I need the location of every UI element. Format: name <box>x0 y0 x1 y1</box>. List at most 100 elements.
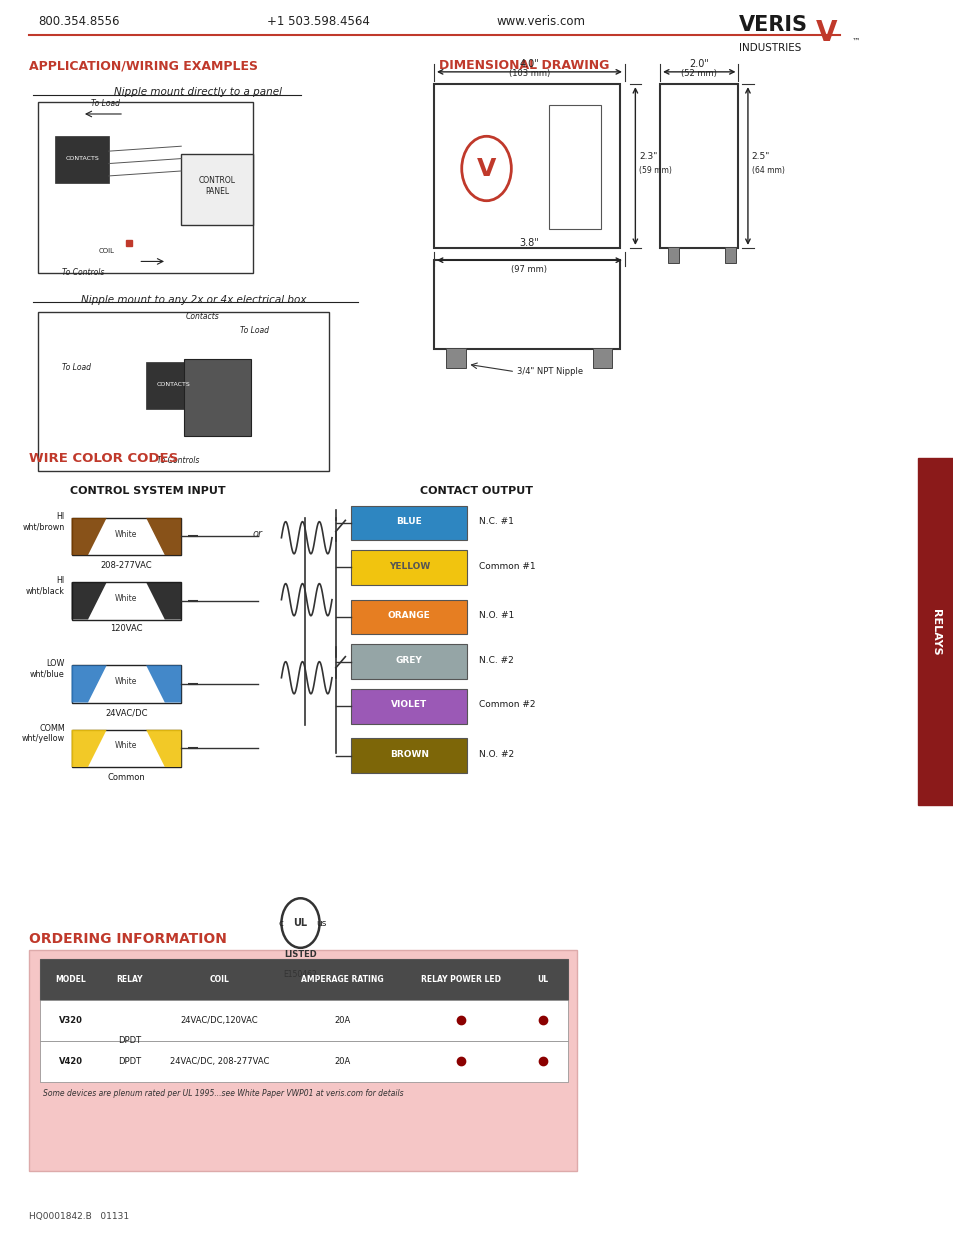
Text: To Load: To Load <box>91 99 119 108</box>
Bar <box>917 458 953 805</box>
Text: c: c <box>278 918 284 928</box>
Bar <box>548 105 600 229</box>
Text: Some devices are plenum rated per UL 1995...see White Paper VWP01 at veris.com f: Some devices are plenum rated per UL 199… <box>43 1089 403 1098</box>
Text: UL: UL <box>537 975 548 984</box>
Bar <box>351 600 467 634</box>
Text: To Load: To Load <box>62 363 91 372</box>
Text: HI
wht/brown: HI wht/brown <box>23 512 65 532</box>
Text: DIMENSIONAL DRAWING: DIMENSIONAL DRAWING <box>438 59 609 72</box>
Text: (64 mm): (64 mm) <box>751 166 783 176</box>
Bar <box>71 518 181 555</box>
Bar <box>351 506 467 540</box>
Text: UL: UL <box>294 918 307 928</box>
Text: White: White <box>115 741 137 751</box>
Text: (59 mm): (59 mm) <box>639 166 671 176</box>
Text: To Controls: To Controls <box>62 268 104 276</box>
Text: us: us <box>316 918 326 928</box>
Text: CONTROL SYSTEM INPUT: CONTROL SYSTEM INPUT <box>70 486 226 496</box>
Bar <box>593 348 612 368</box>
Text: 2.3": 2.3" <box>639 151 657 161</box>
Text: 20A: 20A <box>334 1016 351 1025</box>
Text: 2.5": 2.5" <box>751 151 769 161</box>
Bar <box>40 1000 567 1041</box>
Text: COIL: COIL <box>210 975 229 984</box>
Bar <box>446 348 465 368</box>
Text: N.C. #1: N.C. #1 <box>478 517 514 527</box>
Text: V420: V420 <box>59 1057 83 1066</box>
Text: INDUSTRIES: INDUSTRIES <box>739 43 801 53</box>
Text: Common #1: Common #1 <box>478 561 535 571</box>
Text: Common: Common <box>108 773 145 782</box>
Text: ORDERING INFORMATION: ORDERING INFORMATION <box>29 932 226 945</box>
Text: N.O. #2: N.O. #2 <box>478 750 514 760</box>
Bar <box>351 550 467 585</box>
Bar <box>434 260 619 349</box>
Text: (97 mm): (97 mm) <box>511 265 547 274</box>
Text: VERIS: VERIS <box>739 15 807 35</box>
Bar <box>55 136 109 183</box>
Text: Contacts: Contacts <box>186 312 219 321</box>
Text: 3/4" NPT Nipple: 3/4" NPT Nipple <box>517 367 582 377</box>
Text: VIOLET: VIOLET <box>391 700 427 710</box>
Text: N.C. #2: N.C. #2 <box>478 655 513 665</box>
Polygon shape <box>71 730 107 767</box>
Text: White: White <box>115 529 137 539</box>
Text: COMM
wht/yellow: COMM wht/yellow <box>22 724 65 743</box>
Bar <box>659 84 738 248</box>
Text: +1 503.598.4564: +1 503.598.4564 <box>267 16 370 28</box>
Text: www.veris.com: www.veris.com <box>496 16 584 28</box>
Text: MODEL: MODEL <box>55 975 87 984</box>
Text: Common #2: Common #2 <box>478 700 535 710</box>
Text: 24VAC/DC: 24VAC/DC <box>105 709 148 717</box>
Text: To Load: To Load <box>240 326 269 335</box>
Text: 120VAC: 120VAC <box>110 624 143 633</box>
Text: DPDT: DPDT <box>118 1057 141 1066</box>
Text: CONTROL
PANEL: CONTROL PANEL <box>199 176 235 196</box>
Bar <box>184 359 251 436</box>
Text: (52 mm): (52 mm) <box>680 69 717 78</box>
Polygon shape <box>146 730 181 767</box>
Text: BROWN: BROWN <box>390 750 428 760</box>
Text: CONTACTS: CONTACTS <box>156 382 191 387</box>
Bar <box>146 362 200 409</box>
Text: GREY: GREY <box>395 655 422 665</box>
Text: 208-277VAC: 208-277VAC <box>100 561 152 570</box>
Bar <box>71 665 181 703</box>
Text: AMPERAGE RATING: AMPERAGE RATING <box>301 975 383 984</box>
Bar <box>40 959 567 1000</box>
Text: 3.8": 3.8" <box>519 238 538 248</box>
Text: ORANGE: ORANGE <box>388 611 430 621</box>
Text: APPLICATION/WIRING EXAMPLES: APPLICATION/WIRING EXAMPLES <box>29 59 257 72</box>
Text: RELAYS: RELAYS <box>930 608 940 655</box>
Bar <box>434 84 619 248</box>
Text: BLUE: BLUE <box>396 517 421 527</box>
Text: 24VAC/DC,120VAC: 24VAC/DC,120VAC <box>180 1016 258 1025</box>
Text: (103 mm): (103 mm) <box>508 69 550 78</box>
Bar <box>38 312 329 471</box>
Text: 4.0": 4.0" <box>519 59 538 69</box>
Text: DPDT: DPDT <box>118 1036 141 1046</box>
Bar <box>667 247 679 263</box>
Text: N.O. #1: N.O. #1 <box>478 611 514 621</box>
Text: or: or <box>253 529 262 539</box>
Text: To Controls: To Controls <box>157 456 199 465</box>
Text: Nipple mount to any 2x or 4x electrical box: Nipple mount to any 2x or 4x electrical … <box>81 295 306 305</box>
FancyBboxPatch shape <box>29 950 577 1171</box>
Text: RELAY: RELAY <box>116 975 143 984</box>
Text: LISTED: LISTED <box>284 950 316 959</box>
Polygon shape <box>146 518 181 555</box>
Text: ™: ™ <box>851 37 860 46</box>
Text: CONTACT OUTPUT: CONTACT OUTPUT <box>420 486 533 496</box>
Text: CONTACTS: CONTACTS <box>65 156 99 161</box>
Text: LOW
wht/blue: LOW wht/blue <box>30 659 65 679</box>
Bar <box>724 247 736 263</box>
Bar <box>71 730 181 767</box>
Text: White: White <box>115 676 137 686</box>
Bar <box>181 154 253 225</box>
Text: COIL: COIL <box>99 248 114 254</box>
Bar <box>351 689 467 724</box>
Text: 20A: 20A <box>334 1057 351 1066</box>
Text: Nipple mount directly to a panel: Nipple mount directly to a panel <box>114 87 282 97</box>
Text: HI
wht/black: HI wht/black <box>26 576 65 596</box>
Polygon shape <box>146 665 181 703</box>
